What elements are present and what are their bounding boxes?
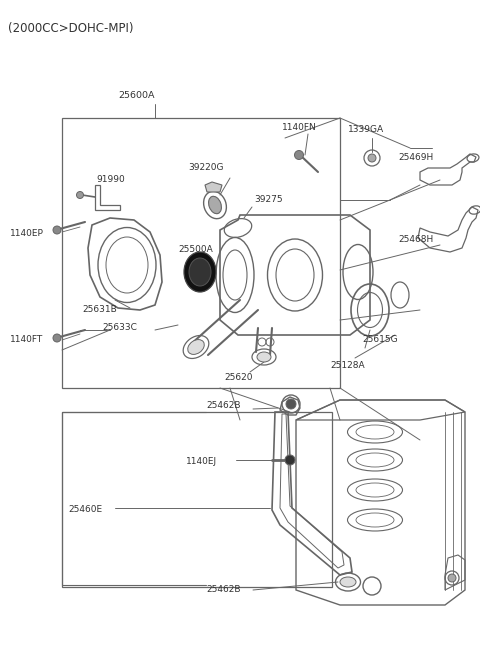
Circle shape — [286, 399, 296, 409]
Text: 1140EP: 1140EP — [10, 229, 44, 238]
Ellipse shape — [257, 352, 271, 362]
Polygon shape — [205, 182, 222, 192]
Text: 1140EJ: 1140EJ — [186, 457, 217, 466]
Text: 25462B: 25462B — [206, 586, 240, 595]
Text: 39275: 39275 — [254, 195, 283, 204]
Text: 25469H: 25469H — [398, 153, 433, 162]
Ellipse shape — [209, 196, 221, 214]
Circle shape — [295, 151, 303, 160]
Text: 25620: 25620 — [224, 373, 252, 383]
Text: 1140FN: 1140FN — [282, 124, 317, 132]
Text: 25631B: 25631B — [82, 305, 117, 314]
Circle shape — [53, 334, 61, 342]
Text: 91990: 91990 — [96, 176, 125, 185]
Circle shape — [285, 455, 295, 465]
Text: 25500A: 25500A — [178, 246, 213, 255]
Bar — [62, 118, 340, 388]
Ellipse shape — [189, 258, 211, 286]
Text: 25460E: 25460E — [68, 506, 102, 514]
Text: 25615G: 25615G — [362, 335, 397, 345]
Text: 25462B: 25462B — [206, 400, 240, 409]
Text: 25128A: 25128A — [330, 360, 365, 369]
Circle shape — [368, 154, 376, 162]
Ellipse shape — [188, 339, 204, 354]
Circle shape — [53, 226, 61, 234]
Ellipse shape — [340, 577, 356, 587]
Bar — [62, 412, 332, 587]
Text: 1339GA: 1339GA — [348, 126, 384, 134]
Text: (2000CC>DOHC-MPI): (2000CC>DOHC-MPI) — [8, 22, 133, 35]
Text: 25633C: 25633C — [102, 324, 137, 333]
Text: 25468H: 25468H — [398, 236, 433, 244]
Ellipse shape — [184, 252, 216, 292]
Text: 25600A: 25600A — [118, 92, 155, 100]
Circle shape — [76, 191, 84, 198]
Text: 39220G: 39220G — [188, 164, 224, 172]
Circle shape — [448, 574, 456, 582]
Text: 1140FT: 1140FT — [10, 335, 43, 345]
